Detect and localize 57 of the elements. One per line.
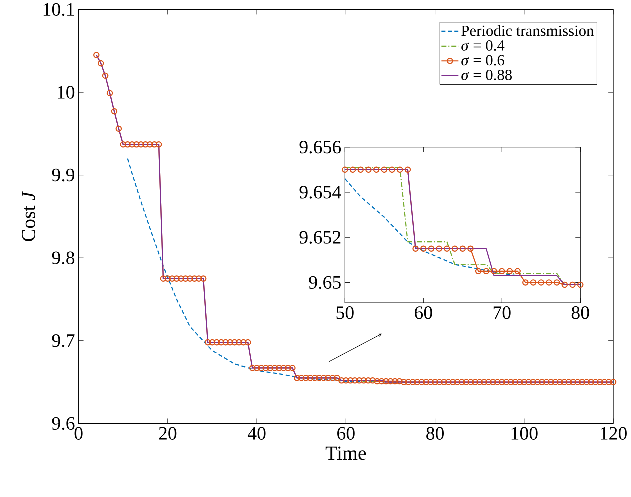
point bbox=[468, 246, 474, 252]
x-tick-label: 120 bbox=[601, 427, 627, 440]
point bbox=[444, 246, 450, 252]
y-tick-label: 9.652 bbox=[300, 231, 341, 244]
legend-label: σ = 0.6 bbox=[462, 55, 504, 66]
y-tick-label: 9.656 bbox=[300, 141, 342, 154]
point bbox=[350, 167, 356, 174]
point bbox=[452, 246, 458, 252]
y-tick-label: 10 bbox=[58, 86, 75, 100]
point bbox=[498, 268, 506, 275]
x-tick-label: 100 bbox=[512, 427, 538, 440]
point bbox=[483, 268, 490, 275]
x-tick-label: 0 bbox=[74, 427, 83, 440]
legend-label: Periodic transmission bbox=[462, 26, 594, 36]
point bbox=[428, 246, 435, 252]
y-tick-label: 9.8 bbox=[52, 252, 75, 265]
point bbox=[373, 167, 380, 174]
x-tick-label: 20 bbox=[159, 427, 177, 440]
point bbox=[514, 268, 521, 275]
legend-label: σ = 0.88 bbox=[462, 70, 512, 81]
point bbox=[562, 282, 568, 288]
y-tick-label: 9.7 bbox=[52, 334, 75, 348]
point bbox=[358, 167, 364, 174]
point bbox=[546, 280, 552, 286]
point bbox=[412, 246, 419, 252]
y-tick-label: 9.654 bbox=[300, 186, 342, 200]
y-tick-label: 10.1 bbox=[44, 4, 74, 16]
point bbox=[530, 280, 537, 286]
point bbox=[475, 268, 482, 275]
y-axis-title: Cost J bbox=[22, 191, 36, 242]
y-tick-label: 9.6 bbox=[52, 418, 75, 430]
x-tick-label: 50 bbox=[336, 306, 354, 320]
point bbox=[506, 268, 514, 275]
x-axis-title: Time bbox=[326, 447, 366, 460]
point bbox=[460, 246, 466, 252]
point bbox=[491, 268, 498, 275]
point bbox=[420, 246, 427, 252]
point bbox=[396, 167, 404, 174]
line-series bbox=[345, 178, 518, 277]
point bbox=[404, 167, 412, 174]
point bbox=[538, 280, 544, 286]
y-tick-label: 9.65 bbox=[309, 276, 341, 290]
point bbox=[389, 167, 396, 174]
point bbox=[554, 280, 560, 286]
x-tick-label: 70 bbox=[494, 306, 511, 320]
point bbox=[570, 282, 576, 288]
point bbox=[522, 280, 529, 286]
x-tick-label: 80 bbox=[426, 427, 444, 440]
x-tick-label: 40 bbox=[248, 427, 266, 440]
y-tick-label: 9.9 bbox=[52, 169, 75, 182]
x-tick-label: 60 bbox=[415, 306, 432, 320]
x-tick-label: 60 bbox=[338, 427, 355, 440]
point bbox=[436, 246, 442, 252]
point bbox=[381, 167, 388, 174]
x-tick-label: 80 bbox=[572, 306, 590, 320]
legend-label: σ = 0.4 bbox=[462, 40, 505, 52]
point bbox=[366, 167, 372, 174]
